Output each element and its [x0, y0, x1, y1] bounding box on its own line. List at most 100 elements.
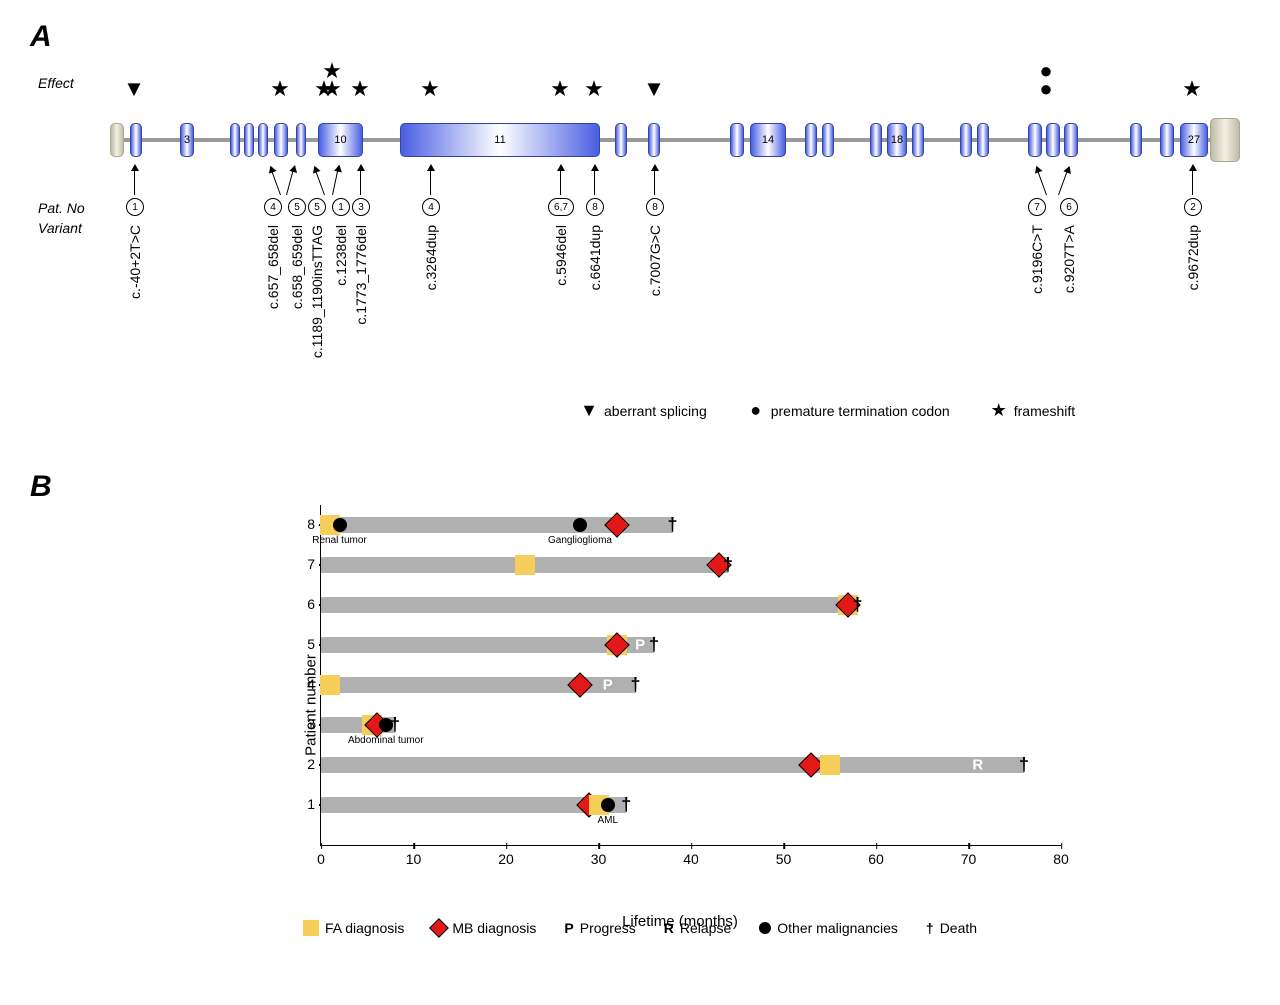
patient-number: 1	[332, 198, 350, 216]
exon: 14	[750, 123, 786, 157]
patient-number: 7	[1028, 198, 1046, 216]
variant-name: c.9672dup	[1185, 225, 1201, 290]
exon: 10	[318, 123, 363, 157]
death-icon: †	[630, 675, 640, 696]
legend-item: †Death	[926, 920, 977, 936]
legend-item: ▼aberrant splicing	[580, 400, 707, 421]
patient-bar	[321, 597, 858, 613]
variant-name: c.1189_1190insTTAG	[309, 225, 325, 358]
exon	[1046, 123, 1060, 157]
variant-name: c.9207T>A	[1061, 225, 1077, 293]
exon	[258, 123, 268, 157]
other-malignancy-icon	[601, 798, 615, 812]
effect-mark: ★	[1180, 80, 1204, 98]
exon	[648, 123, 660, 157]
variant-name: c.657_658del	[265, 225, 281, 309]
legend-item: FA diagnosis	[303, 920, 404, 936]
variant-name: c.1238del	[333, 225, 349, 286]
plot-area: 1234567801020304050607080AML†R†Abdominal…	[320, 505, 1061, 846]
x-tick: 0	[317, 851, 325, 867]
variant: 1c.-40+2T>C	[134, 165, 135, 415]
row-effect-label: Effect	[38, 75, 74, 91]
gene-track: 31011141827	[110, 120, 1240, 160]
variant-name: c.3264dup	[423, 225, 439, 290]
x-tick: 80	[1053, 851, 1069, 867]
exon	[274, 123, 288, 157]
x-tick: 10	[406, 851, 422, 867]
row-variant-label: Variant	[38, 220, 82, 236]
y-tick: 6	[293, 596, 315, 612]
fa-diagnosis-icon	[515, 555, 535, 575]
panel-b-legend: FA diagnosisMB diagnosisPProgressRRelaps…	[303, 920, 977, 936]
x-tick: 70	[961, 851, 977, 867]
legend-item: ●premature termination codon	[747, 400, 950, 421]
status-letter: P	[603, 677, 613, 694]
death-icon: †	[649, 635, 659, 656]
effect-mark: ★	[582, 80, 606, 98]
status-letter: P	[635, 637, 645, 654]
variant-name: c.-40+2T>C	[127, 225, 143, 299]
exon: 18	[887, 123, 907, 157]
exon: 3	[180, 123, 194, 157]
variant: 8c.6641dup	[594, 165, 595, 415]
variant: 1c.1238del	[340, 165, 341, 415]
patient-number: 6	[1060, 198, 1078, 216]
exon	[805, 123, 817, 157]
y-tick: 2	[293, 756, 315, 772]
y-tick: 3	[293, 716, 315, 732]
x-tick: 20	[498, 851, 514, 867]
panel-a-legend: ▼aberrant splicing ●premature termination…	[580, 400, 1075, 421]
exon	[130, 123, 142, 157]
y-axis-label: Patient number	[302, 654, 319, 756]
x-tick: 30	[591, 851, 607, 867]
variant-name: c.6641dup	[587, 225, 603, 290]
variant: 2c.9672dup	[1192, 165, 1193, 415]
effect-mark: ★	[320, 62, 344, 80]
x-tick: 40	[683, 851, 699, 867]
fa-diagnosis-icon	[320, 675, 340, 695]
panel-a-label: A	[30, 20, 52, 54]
patient-number: 4	[422, 198, 440, 216]
legend-item: ★frameshift	[990, 400, 1075, 421]
exon	[230, 123, 240, 157]
other-malignancy-icon	[333, 518, 347, 532]
patient-number: 3	[352, 198, 370, 216]
legend-item: MB diagnosis	[432, 920, 536, 936]
exon	[1210, 118, 1240, 162]
exon	[822, 123, 834, 157]
patient-number: 4	[264, 198, 282, 216]
legend-item: RRelapse	[664, 920, 732, 936]
event-label: Renal tumor	[312, 535, 366, 546]
death-icon: †	[390, 715, 400, 736]
effect-mark: ★	[418, 80, 442, 98]
x-tick: 50	[776, 851, 792, 867]
exon	[960, 123, 972, 157]
variant-name: c.658_659del	[289, 225, 305, 309]
variant-name: c.5946del	[553, 225, 569, 286]
variant: 4c.3264dup	[430, 165, 431, 415]
exon	[296, 123, 306, 157]
event-label: AML	[597, 815, 618, 826]
death-icon: †	[621, 795, 631, 816]
death-icon: †	[852, 595, 862, 616]
exon: 11	[400, 123, 600, 157]
y-tick: 8	[293, 516, 315, 532]
death-icon: †	[723, 555, 733, 576]
exon	[1028, 123, 1042, 157]
variant-name: c.7007G>C	[647, 225, 663, 296]
variant: 6,7c.5946del	[560, 165, 561, 415]
y-tick: 5	[293, 636, 315, 652]
effect-mark: ★	[548, 80, 572, 98]
variant: 6c.9207T>A	[1068, 165, 1069, 415]
variant: 4c.657_658del	[272, 165, 273, 415]
patient-number: 8	[586, 198, 604, 216]
exon	[244, 123, 254, 157]
effect-mark: ▼	[122, 80, 146, 98]
event-label: Ganglioglioma	[548, 535, 612, 546]
variant: 5c.1189_1190insTTAG	[316, 165, 317, 415]
patient-number: 6,7	[548, 198, 574, 216]
chart-b: Patient number 1234567801020304050607080…	[270, 500, 1090, 910]
effect-mark: ▼	[642, 80, 666, 98]
patient-number: 8	[646, 198, 664, 216]
effect-mark: ★	[348, 80, 372, 98]
